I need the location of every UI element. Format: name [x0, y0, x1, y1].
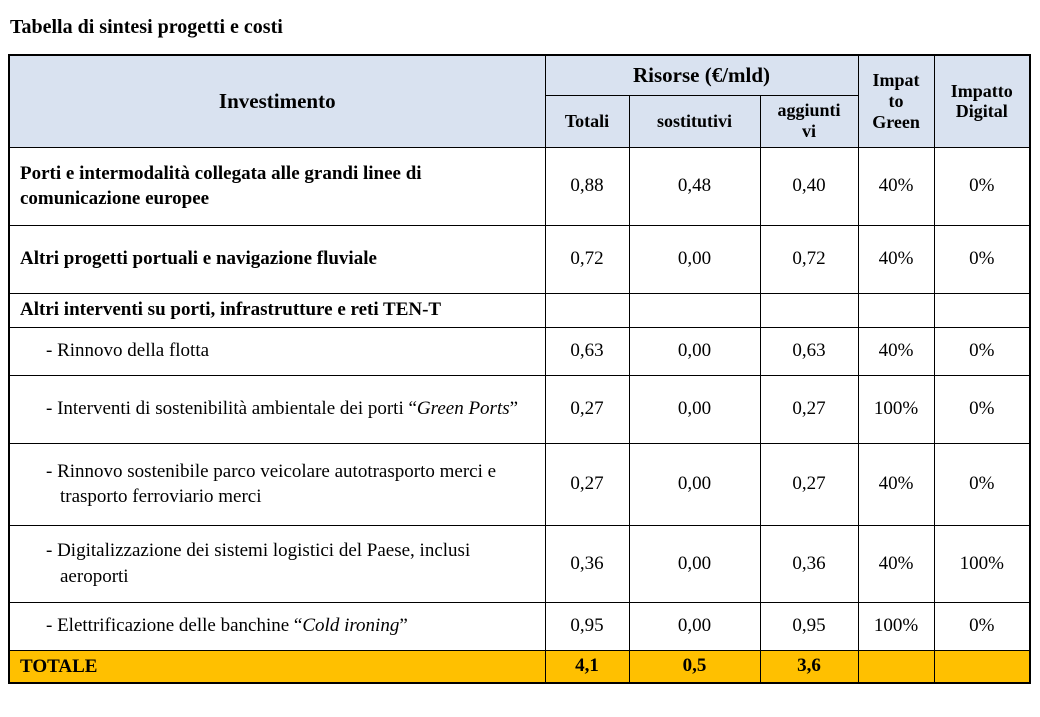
table-row: - Digitalizzazione dei sistemi logistici…	[8, 524, 1031, 603]
cell-aggiuntivi: 0,95	[759, 601, 859, 651]
table-row: - Rinnovo della flotta 0,63 0,00 0,63 40…	[8, 326, 1031, 376]
cell-impatto-green: 40%	[857, 146, 935, 226]
cell-totali: 0,27	[544, 442, 630, 526]
row-label-text: - Rinnovo della flotta	[46, 340, 210, 362]
cell-impatto-green: 40%	[857, 442, 935, 526]
total-cell-impatto-green	[857, 649, 935, 684]
row-label: - Rinnovo sostenibile parco veicolare au…	[8, 442, 546, 526]
header-row-group: Investimento Risorse (€/mld) Impat to Gr…	[8, 54, 1031, 148]
cell-sostitutivi	[628, 292, 761, 328]
cell-aggiuntivi: 0,63	[759, 326, 859, 376]
total-row: TOTALE 4,1 0,5 3,6	[8, 649, 1031, 684]
cell-sostitutivi: 0,48	[628, 146, 761, 226]
row-label: Altri interventi su porti, infrastruttur…	[8, 292, 546, 328]
total-cell-sostitutivi: 0,5	[628, 649, 761, 684]
cell-impatto-digital	[933, 292, 1031, 328]
row-label-text: Porti e intermodalità collegata alle gra…	[20, 162, 422, 209]
cell-impatto-green	[857, 292, 935, 328]
row-label-text: - Elettrificazione delle banchine “	[46, 615, 303, 637]
cell-aggiuntivi: 0,27	[759, 442, 859, 526]
cell-impatto-green: 100%	[857, 374, 935, 444]
cell-sostitutivi: 0,00	[628, 326, 761, 376]
cell-impatto-digital: 0%	[933, 146, 1031, 226]
total-label: TOTALE	[8, 649, 546, 684]
row-label: - Interventi di sostenibilità ambientale…	[8, 374, 546, 444]
total-cell-impatto-digital	[933, 649, 1031, 684]
table-row-section: Altri interventi su porti, infrastruttur…	[8, 292, 1031, 328]
cell-sostitutivi: 0,00	[628, 374, 761, 444]
table-row: Altri progetti portuali e navigazione fl…	[8, 224, 1031, 294]
row-label-text: - Interventi di sostenibilità ambientale…	[46, 398, 417, 420]
cell-totali: 0,95	[544, 601, 630, 651]
cell-impatto-green: 40%	[857, 224, 935, 294]
cell-totali: 0,27	[544, 374, 630, 444]
page-title: Tabella di sintesi progetti e costi	[10, 16, 283, 38]
header-row-sub: Totali sostitutivi aggiunti vi	[9, 94, 1030, 148]
column-header-impatto-green: Impat to Green	[857, 54, 935, 148]
cell-aggiuntivi: 0,72	[759, 224, 859, 294]
column-header-impatto-digital: Impatto Digital	[933, 54, 1031, 148]
cell-impatto-green: 100%	[857, 601, 935, 651]
cell-sostitutivi: 0,00	[628, 601, 761, 651]
document-page: Tabella di sintesi progetti e costi Inve…	[0, 16, 1040, 684]
row-label-suffix: ”	[399, 615, 408, 637]
cell-sostitutivi: 0,00	[628, 442, 761, 526]
row-label-text: - Digitalizzazione dei sistemi logistici…	[46, 540, 471, 587]
row-label-text: Altri progetti portuali e navigazione fl…	[20, 248, 377, 270]
cell-aggiuntivi: 0,27	[759, 374, 859, 444]
cell-impatto-digital: 0%	[933, 374, 1031, 444]
cell-impatto-green: 40%	[857, 524, 935, 603]
total-cell-aggiuntivi: 3,6	[759, 649, 859, 684]
table-row: - Elettrificazione delle banchine “Cold …	[8, 601, 1031, 651]
cell-sostitutivi: 0,00	[628, 224, 761, 294]
row-label-text: - Rinnovo sostenibile parco veicolare au…	[46, 460, 497, 507]
cell-impatto-digital: 0%	[933, 442, 1031, 526]
cell-totali	[544, 292, 630, 328]
row-label: - Digitalizzazione dei sistemi logistici…	[8, 524, 546, 603]
cell-totali: 0,72	[544, 224, 630, 294]
cell-aggiuntivi: 0,40	[759, 146, 859, 226]
cell-totali: 0,36	[544, 524, 630, 603]
row-label: Porti e intermodalità collegata alle gra…	[8, 146, 546, 226]
cell-impatto-digital: 100%	[933, 524, 1031, 603]
row-label-italic: Green Ports	[416, 398, 510, 420]
table-row: Porti e intermodalità collegata alle gra…	[8, 146, 1031, 226]
cell-impatto-digital: 0%	[933, 601, 1031, 651]
column-header-sostitutivi: sostitutivi	[628, 94, 761, 148]
table-row: - Interventi di sostenibilità ambientale…	[8, 374, 1031, 444]
cell-impatto-digital: 0%	[933, 326, 1031, 376]
row-label: - Elettrificazione delle banchine “Cold …	[8, 601, 546, 651]
cell-aggiuntivi: 0,36	[759, 524, 859, 603]
cell-totali: 0,88	[544, 146, 630, 226]
column-header-investimento: Investimento	[8, 54, 546, 148]
column-header-aggiuntivi: aggiunti vi	[759, 94, 859, 148]
summary-table: Investimento Risorse (€/mld) Impat to Gr…	[8, 54, 1032, 684]
cell-aggiuntivi	[759, 292, 859, 328]
cell-sostitutivi: 0,00	[628, 524, 761, 603]
cell-totali: 0,63	[544, 326, 630, 376]
row-label: Altri progetti portuali e navigazione fl…	[8, 224, 546, 294]
table-row: - Rinnovo sostenibile parco veicolare au…	[8, 442, 1031, 526]
row-label-text: Altri interventi su porti, infrastruttur…	[20, 299, 442, 321]
row-label: - Rinnovo della flotta	[8, 326, 546, 376]
column-header-totali: Totali	[544, 94, 630, 148]
cell-impatto-digital: 0%	[933, 224, 1031, 294]
row-label-suffix: ”	[509, 398, 519, 420]
total-cell-totali: 4,1	[544, 649, 630, 684]
column-group-header-risorse: Risorse (€/mld)	[544, 54, 859, 96]
cell-impatto-green: 40%	[857, 326, 935, 376]
row-label-italic: Cold ironing	[302, 615, 400, 637]
